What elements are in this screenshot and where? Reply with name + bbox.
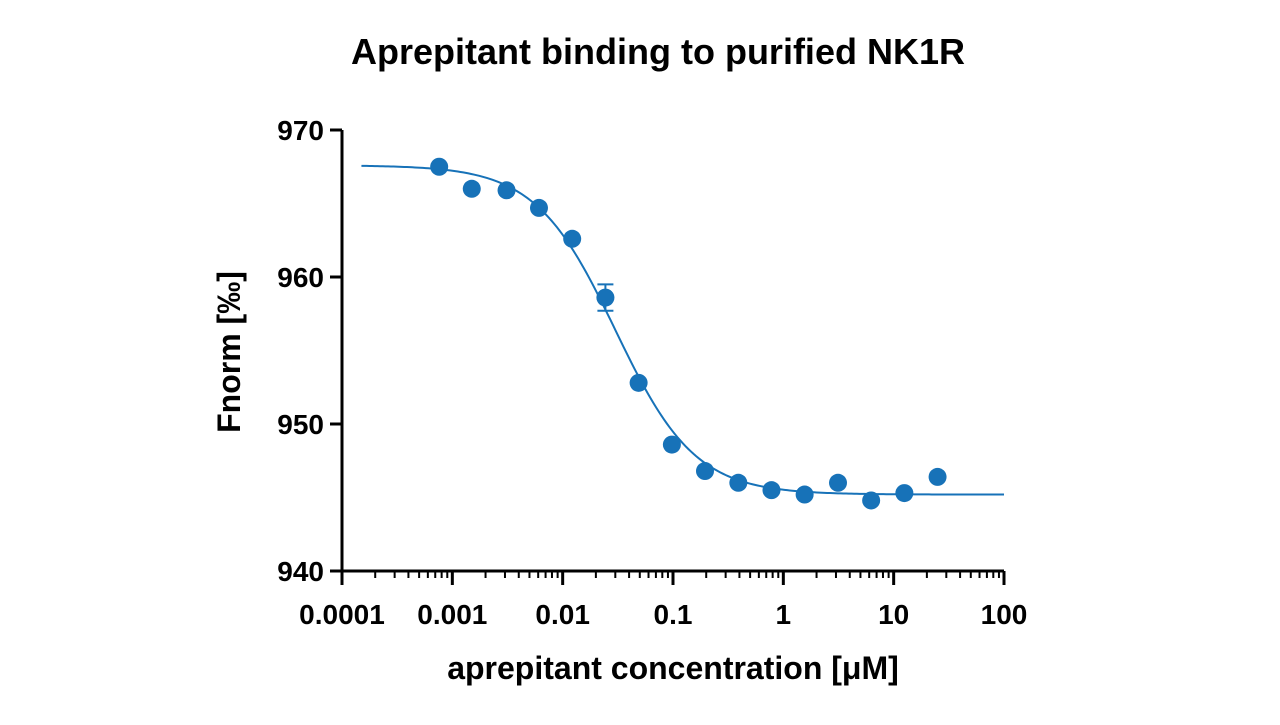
data-point: [862, 491, 881, 510]
y-axis-ticks: 940 950 960 970: [277, 115, 342, 587]
data-point: [563, 229, 582, 248]
data-point: [430, 157, 449, 176]
data-point: [497, 181, 516, 200]
chart-title: Aprepitant binding to purified NK1R: [351, 31, 965, 72]
data-point: [928, 467, 947, 486]
data-point: [895, 484, 914, 503]
x-tick-label: 0.001: [417, 599, 487, 630]
x-tick-label: 100: [981, 599, 1028, 630]
data-point: [462, 179, 481, 198]
x-tick-label: 10: [878, 599, 909, 630]
x-axis-ticks: 0.0001 0.001 0.01 0.1 1 10 100: [299, 571, 1027, 630]
x-tick-label: 0.1: [654, 599, 693, 630]
data-point: [696, 462, 715, 481]
x-axis-label: aprepitant concentration [μM]: [447, 650, 899, 686]
y-tick-label: 940: [277, 556, 324, 587]
data-point: [529, 198, 548, 217]
data-point: [829, 473, 848, 492]
y-tick-label: 970: [277, 115, 324, 146]
data-point: [662, 435, 681, 454]
data-point: [629, 373, 648, 392]
fit-curve: [361, 164, 1004, 496]
y-tick-label: 950: [277, 409, 324, 440]
x-tick-label: 0.01: [535, 599, 590, 630]
data-point: [729, 473, 748, 492]
y-axis-label: Fnorm [‰]: [211, 271, 247, 433]
x-tick-label: 1: [776, 599, 792, 630]
data-point: [762, 481, 781, 500]
fit-curve-layer: [361, 164, 1004, 496]
data-point: [596, 288, 615, 307]
data-point: [795, 485, 814, 504]
y-tick-label: 960: [277, 262, 324, 293]
data-points-layer: [430, 157, 947, 510]
x-tick-label: 0.0001: [299, 599, 385, 630]
